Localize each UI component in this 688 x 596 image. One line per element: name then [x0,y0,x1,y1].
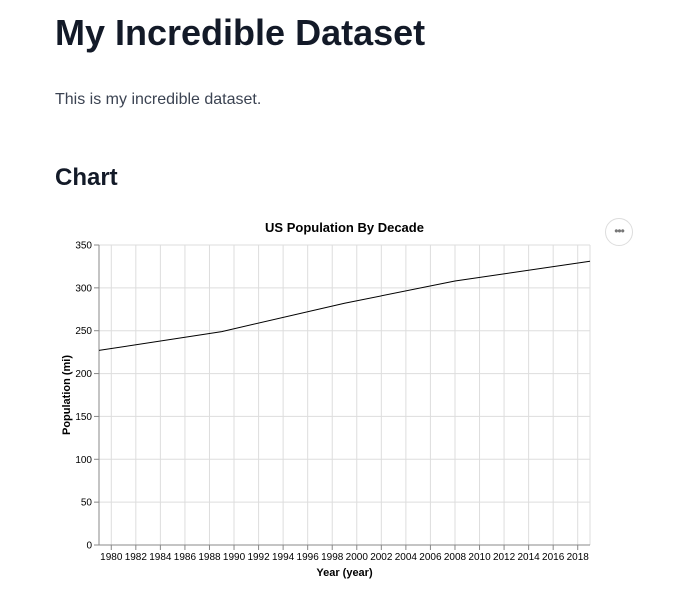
x-axis-title: Year (year) [316,567,373,579]
x-tick-label: 2004 [395,552,418,563]
x-tick-label: 1986 [174,552,197,563]
chart-title: US Population By Decade [265,220,424,235]
x-tick-label: 1988 [198,552,221,563]
y-axis-title: Population (mi) [61,355,73,435]
x-tick-label: 1996 [297,552,320,563]
population-line [98,260,591,351]
x-tick-label: 2008 [444,552,467,563]
x-tick-label: 1998 [321,552,344,563]
y-tick-label: 200 [75,369,92,380]
x-tick-label: 2012 [493,552,516,563]
y-tick-label: 250 [75,326,92,337]
x-tick-label: 2006 [419,552,442,563]
section-title: Chart [55,164,118,191]
page-title: My Incredible Dataset [55,12,426,53]
y-tick-label: 50 [81,498,93,509]
x-tick-label: 1990 [223,552,246,563]
x-tick-label: 1984 [149,552,172,563]
x-tick-label: 1992 [247,552,270,563]
y-tick-label: 100 [75,455,92,466]
x-tick-label: 2010 [468,552,491,563]
chart-actions-menu-button[interactable]: ••• [605,218,633,246]
x-tick-label: 2000 [346,552,369,563]
ellipsis-icon: ••• [614,224,625,238]
x-tick-label: 1982 [125,552,148,563]
x-tick-label: 1994 [272,552,295,563]
x-tick-label: 2016 [542,552,565,563]
y-tick-label: 350 [75,241,92,252]
y-tick-label: 150 [75,412,92,423]
x-tick-label: 1980 [100,552,123,563]
y-tick-label: 300 [75,283,92,294]
y-tick-label: 0 [86,541,92,552]
x-tick-label: 2002 [370,552,393,563]
x-tick-label: 2014 [518,552,541,563]
page-description: This is my incredible dataset. [55,91,262,108]
x-tick-label: 2018 [567,552,590,563]
